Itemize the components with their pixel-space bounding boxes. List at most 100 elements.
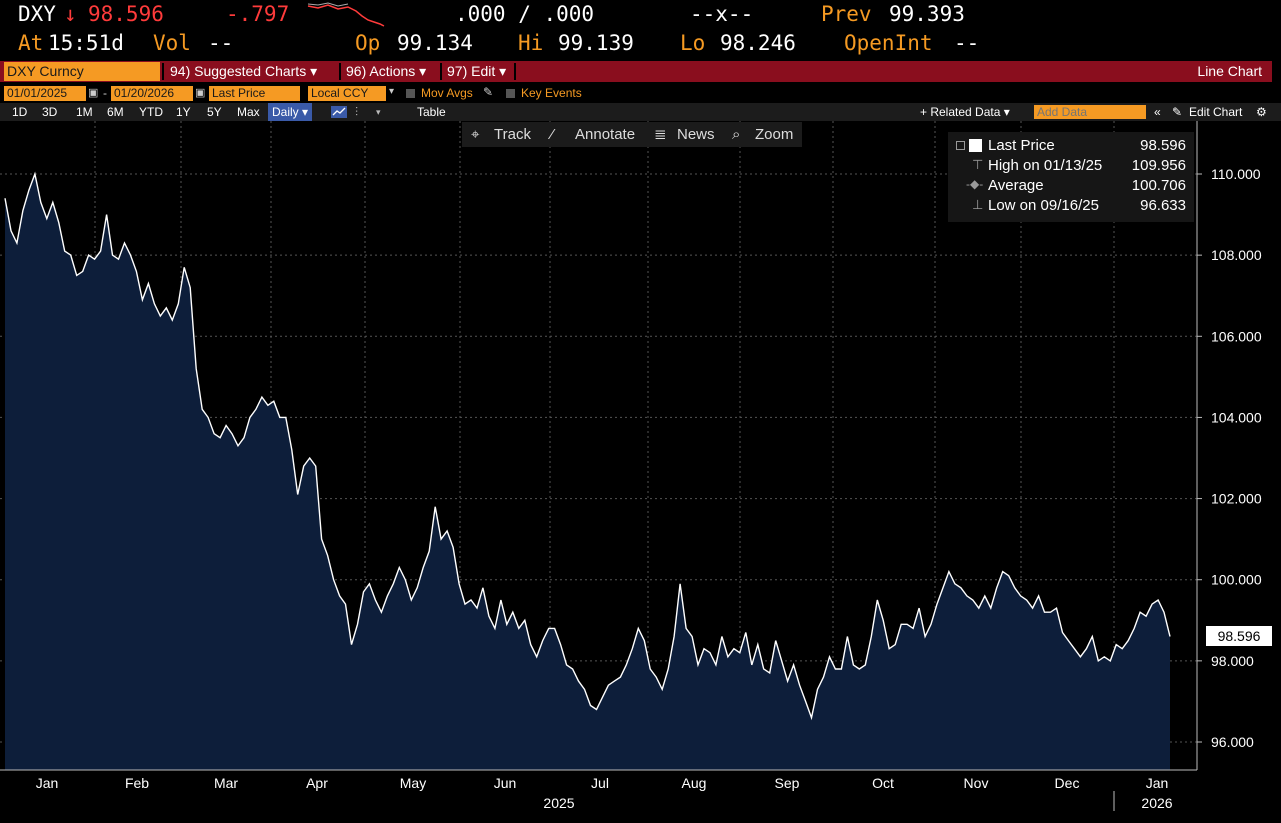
table-button[interactable]: Table [417, 105, 446, 119]
collapse-toggle-icon[interactable] [956, 141, 965, 150]
open-label: Op [355, 31, 381, 55]
net-change: -.797 [226, 2, 290, 26]
x-month-label: Apr [306, 775, 328, 791]
x-year-label: 2025 [543, 795, 574, 811]
annotate-icon[interactable]: ⁄ [551, 126, 554, 143]
high-label: Hi [518, 31, 544, 55]
down-arrow-icon: ↓ [64, 2, 77, 26]
calendar-icon[interactable]: ▣ [195, 87, 206, 99]
pencil-icon[interactable]: ✎ [1172, 105, 1183, 119]
actions-menu[interactable]: 96) Actions ▾ [346, 63, 427, 79]
legend-row-average: -◆- Average 100.706 [948, 177, 1194, 197]
y-tick-label: 96.000 [1211, 734, 1254, 750]
sparkline-icon [307, 2, 385, 27]
edit-menu[interactable]: 97) Edit ▾ [447, 63, 507, 79]
range-toolbar: 1D 3D 1M 6M YTD 1Y 5Y Max Daily ▾ ⫶ ▾ Ta… [0, 103, 1281, 121]
x-month-label: Sep [775, 775, 800, 791]
x-axis: Jan Feb Mar Apr May Jun Jul Aug Sep Oct Nov Dec Jan 2… [36, 775, 1173, 811]
price-chart[interactable]: 96.000 98.000 100.000 102.000 104.000 106.000… [0, 121, 1281, 823]
legend-row-low: ⊥ Low on 09/16/25 96.633 [948, 197, 1194, 217]
dropdown-icon[interactable]: ▾ [389, 86, 395, 97]
legend-row-high: ⊤ High on 01/13/25 109.956 [948, 157, 1194, 177]
price-line [4, 171, 1171, 721]
zoom-button[interactable]: Zoom [755, 126, 794, 143]
vol-label: Vol [153, 31, 191, 55]
y-tick-label: 102.000 [1211, 491, 1262, 507]
legend-average-label: Average [988, 177, 1044, 194]
last-price: 98.596 [88, 2, 164, 26]
range-ytd-button[interactable]: YTD [139, 105, 163, 119]
price-area-fill [5, 174, 1170, 770]
menu-divider [162, 63, 164, 80]
range-6m-button[interactable]: 6M [107, 105, 124, 119]
x-month-label: Jul [591, 775, 609, 791]
range-max-button[interactable]: Max [237, 105, 260, 119]
high-marker-icon: ⊤ [972, 157, 984, 172]
low-price: 98.246 [720, 31, 796, 55]
x-month-label: Aug [682, 775, 707, 791]
legend-low-label: Low on 09/16/25 [988, 197, 1099, 214]
suggested-charts-menu[interactable]: 94) Suggested Charts ▾ [170, 63, 318, 79]
chart-legend: Last Price 98.596 ⊤ High on 01/13/25 109… [948, 132, 1194, 222]
line-chart-icon[interactable] [331, 106, 347, 118]
x-year-label: 2026 [1141, 795, 1172, 811]
high-price: 99.139 [558, 31, 634, 55]
dropdown-icon[interactable]: ▾ [376, 107, 381, 117]
currency-select[interactable]: Local CCY [308, 86, 386, 101]
edit-chart-button[interactable]: Edit Chart [1189, 105, 1243, 119]
x-month-label: Mar [214, 775, 238, 791]
end-date-input[interactable]: 01/20/2026 [111, 86, 193, 101]
menu-divider [339, 63, 341, 80]
y-tick-label: 98.000 [1211, 653, 1254, 669]
range-5y-button[interactable]: 5Y [207, 105, 222, 119]
volume: -- [208, 31, 234, 55]
news-button[interactable]: News [677, 126, 715, 143]
legend-high-value: 109.956 [1131, 157, 1186, 174]
prev-label: Prev [821, 2, 872, 26]
frequency-select[interactable]: Daily ▾ [268, 103, 313, 121]
range-3d-button[interactable]: 3D [42, 105, 58, 119]
range-1y-button[interactable]: 1Y [176, 105, 191, 119]
start-date-input[interactable]: 01/01/2025 [4, 86, 86, 101]
gear-icon[interactable]: ⚙ [1256, 105, 1267, 119]
field-select[interactable]: Last Price [209, 86, 300, 101]
y-tick-label: 110.000 [1211, 166, 1261, 182]
chart-controls-row: 01/01/2025 ▣ - 01/20/2026 ▣ Last Price L… [0, 85, 1281, 103]
average-marker-icon: -◆- [966, 177, 984, 191]
mov-avgs-checkbox[interactable] [406, 89, 415, 98]
bid-ask: .000 / .000 [455, 2, 595, 26]
quote-time: 15:51d [48, 31, 124, 55]
menu-divider [440, 63, 442, 80]
pencil-icon[interactable]: ✎ [483, 85, 494, 99]
annotate-button[interactable]: Annotate [575, 126, 636, 143]
related-data-menu[interactable]: + Related Data ▾ [920, 105, 1010, 119]
security-input[interactable]: DXY Curncy [4, 62, 160, 81]
add-data-input[interactable] [1034, 105, 1146, 119]
y-axis: 96.000 98.000 100.000 102.000 104.000 106.000… [1197, 166, 1262, 750]
x-month-label: Jan [1146, 775, 1169, 791]
bar-style-icon[interactable]: ⫶ [355, 105, 359, 119]
zoom-icon[interactable]: ⌕ [732, 126, 741, 143]
range-1d-button[interactable]: 1D [12, 105, 28, 119]
key-events-checkbox[interactable] [506, 89, 515, 98]
legend-swatch[interactable] [969, 139, 982, 152]
legend-row-last: Last Price 98.596 [948, 137, 1194, 157]
open-price: 99.134 [397, 31, 473, 55]
crosshair-icon[interactable]: ⌖ [471, 126, 480, 143]
ticker-label: DXY [18, 2, 56, 26]
news-icon[interactable]: ≣ [654, 126, 667, 143]
track-button[interactable]: Track [494, 126, 531, 143]
x-month-label: Feb [125, 775, 149, 791]
collapse-icon[interactable]: « [1154, 105, 1161, 119]
calendar-icon[interactable]: ▣ [88, 87, 99, 99]
openint-label: OpenInt [844, 31, 933, 55]
low-marker-icon: ⊥ [972, 197, 984, 212]
x-month-label: Oct [872, 775, 894, 791]
range-1m-button[interactable]: 1M [76, 105, 93, 119]
x-month-label: Nov [964, 775, 989, 791]
x-month-label: Dec [1055, 775, 1080, 791]
chart-type-label[interactable]: Line Chart [1197, 63, 1262, 79]
last-price-tag: 98.596 [1206, 626, 1272, 646]
y-tick-label: 104.000 [1211, 409, 1262, 425]
legend-last-label: Last Price [988, 137, 1055, 154]
